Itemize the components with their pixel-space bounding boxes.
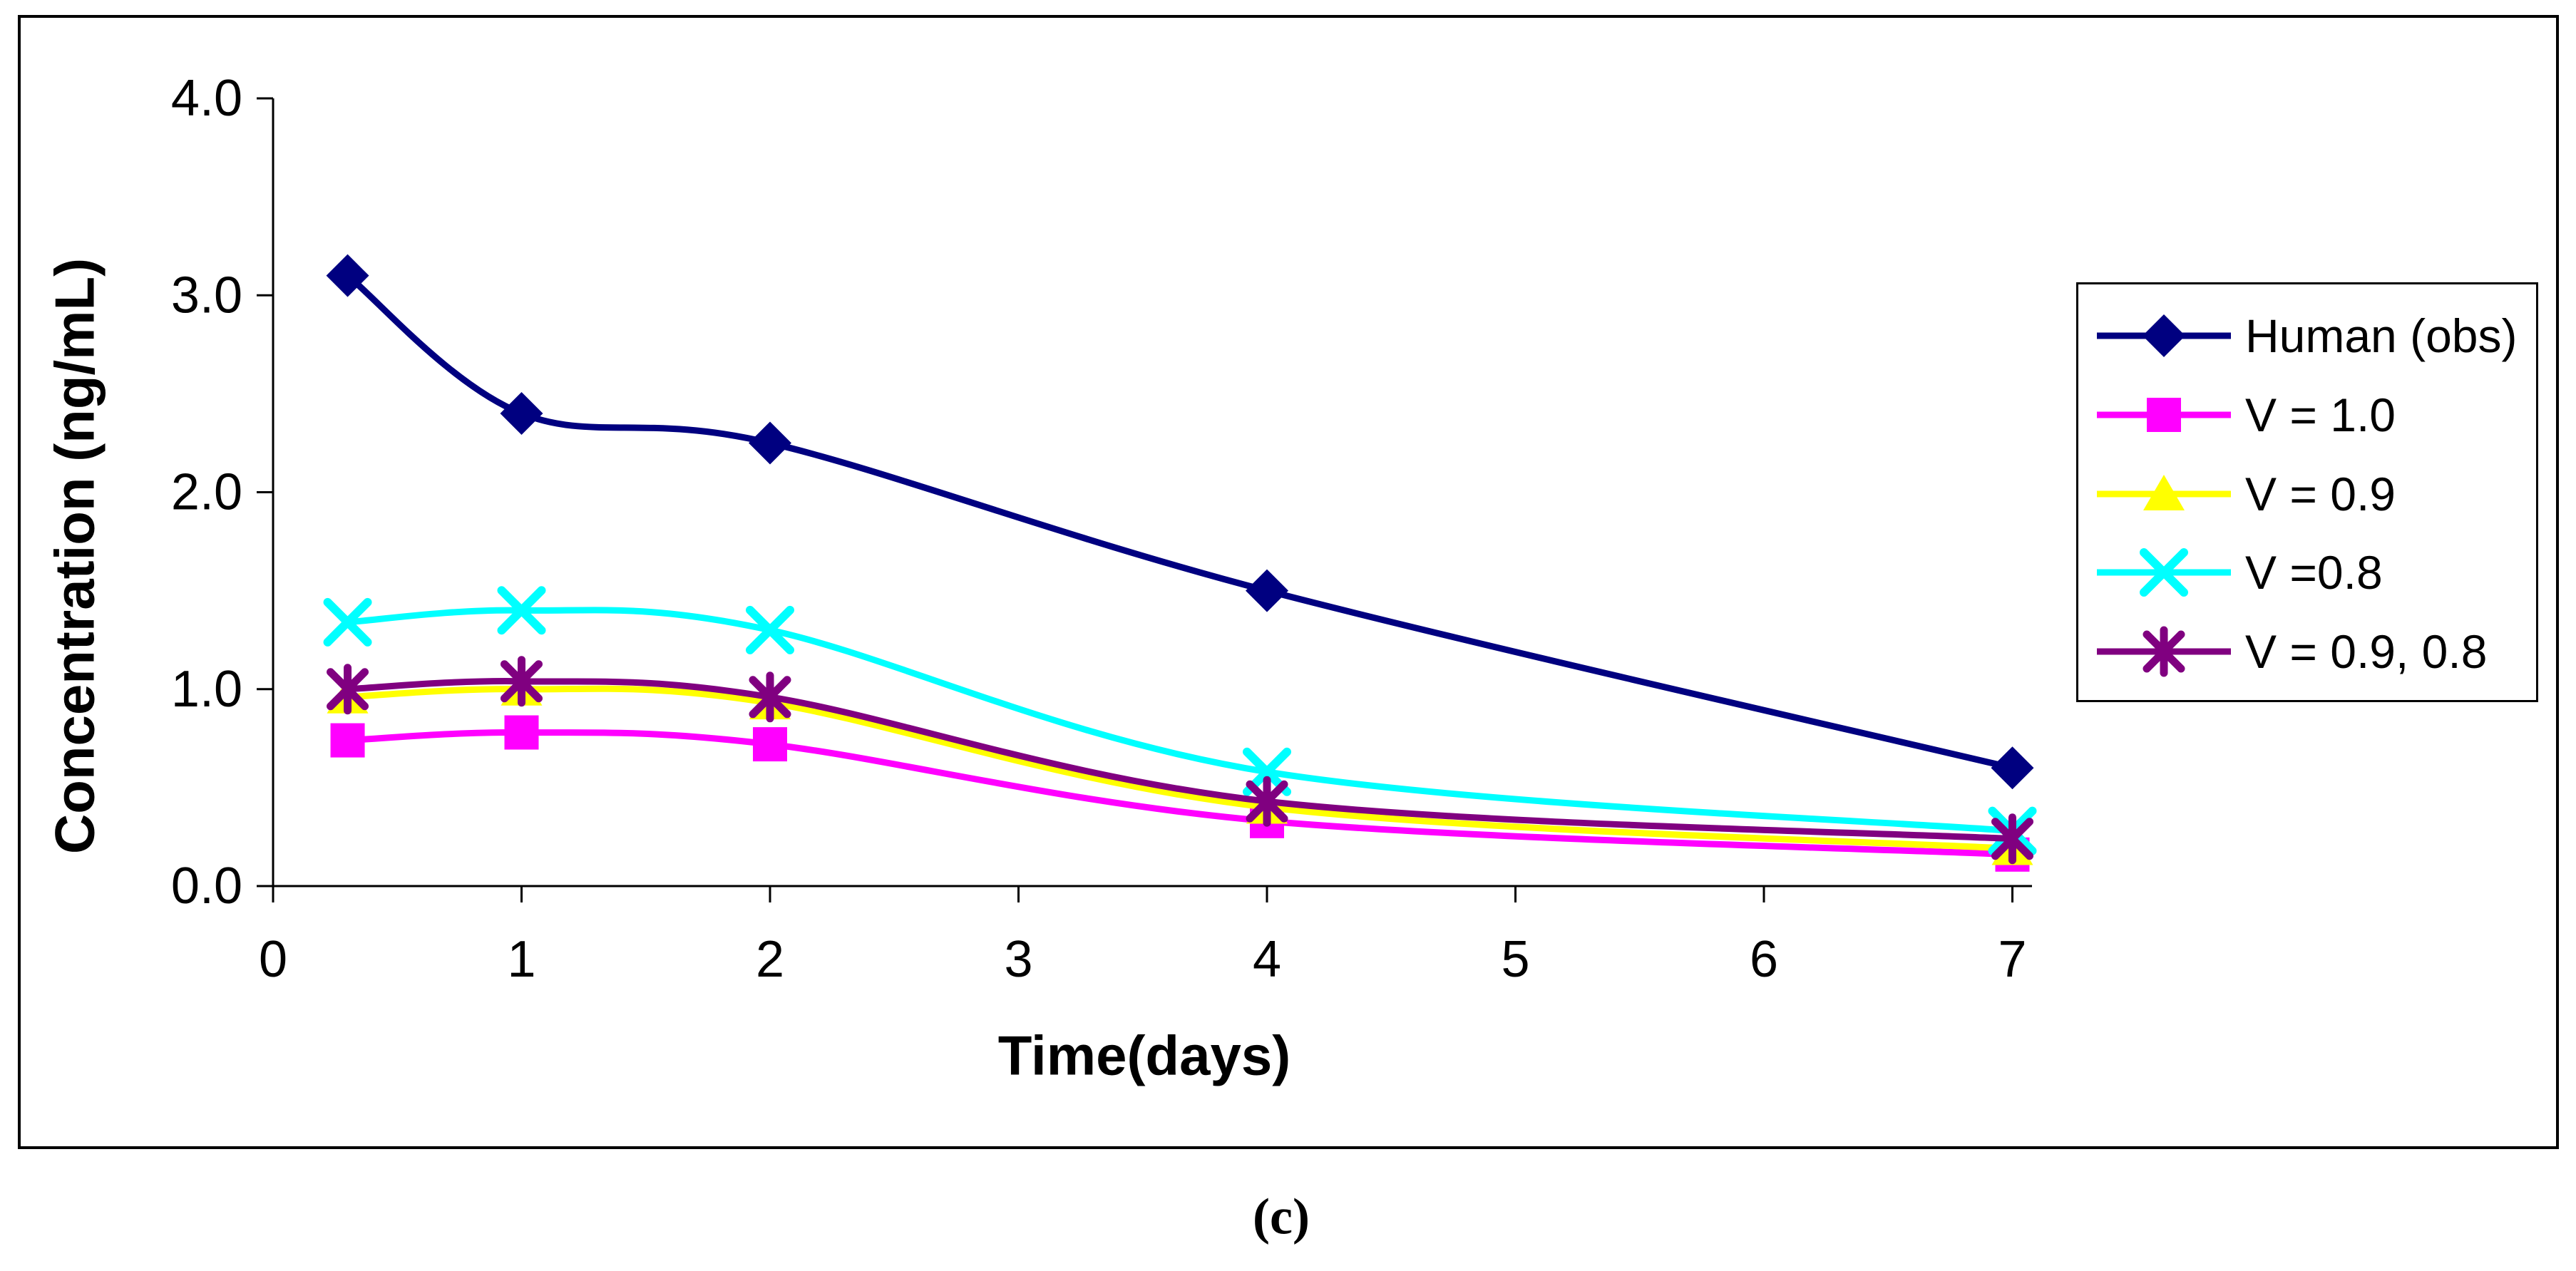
asterisk-marker [327, 664, 369, 715]
asterisk-marker [1991, 813, 2033, 865]
legend-item-label: V = 0.9, 0.8 [2245, 625, 2488, 678]
diamond-marker [749, 421, 791, 465]
diamond-marker [2143, 314, 2185, 357]
asterisk-marker [749, 671, 791, 723]
asterisk-marker [2143, 626, 2185, 677]
legend-item: V = 0.9 [2093, 464, 2532, 524]
series-line-human-obs- [344, 272, 2016, 771]
legend-marker-asterisk [2097, 626, 2231, 677]
x-marker [323, 597, 372, 647]
legend-marker-square [2097, 397, 2231, 432]
diamond-marker [1991, 746, 2034, 790]
x-marker [2140, 548, 2188, 597]
x-marker [746, 605, 794, 654]
legend-marker-triangle [2097, 474, 2231, 510]
y-tick-label: 3.0 [171, 267, 242, 324]
legend-box: Human (obs) V = 1.0 V = 0.9 V =0.8 V = 0… [2076, 282, 2538, 702]
legend-item-label: V = 1.0 [2245, 388, 2396, 441]
legend-marker-x [2097, 548, 2231, 597]
x-tick-label: 5 [1501, 931, 1529, 988]
y-tick-label: 0.0 [171, 858, 242, 915]
y-tick-label: 4.0 [171, 70, 242, 127]
legend-item: V =0.8 [2093, 542, 2532, 602]
legend-item-label: Human (obs) [2245, 309, 2518, 362]
legend-item: V = 0.9, 0.8 [2093, 622, 2532, 681]
square-marker [2147, 397, 2181, 432]
legend-item-label: V =0.8 [2245, 546, 2383, 600]
asterisk-marker [1246, 776, 1288, 827]
x-tick-label: 6 [1750, 931, 1778, 988]
triangle-marker [2143, 474, 2185, 510]
diamond-marker [500, 392, 543, 435]
x-tick-label: 0 [259, 931, 287, 988]
y-tick-label: 2.0 [171, 464, 242, 521]
square-marker [753, 727, 787, 762]
y-axis-title: Concentration (ng/mL) [43, 257, 106, 855]
legend-item: Human (obs) [2093, 306, 2532, 366]
x-tick-label: 4 [1253, 931, 1281, 988]
diamond-marker [1246, 569, 1288, 612]
square-marker [504, 715, 539, 750]
asterisk-marker [501, 656, 543, 707]
figure-caption: (c) [1253, 1188, 1310, 1245]
legend-item-label: V = 0.9 [2245, 467, 2396, 520]
y-tick-label: 1.0 [171, 661, 242, 718]
x-axis-title: Time(days) [997, 1024, 1291, 1087]
x-tick-label: 2 [756, 931, 784, 988]
x-tick-label: 3 [1004, 931, 1032, 988]
x-marker [497, 586, 546, 635]
square-marker [330, 723, 365, 758]
legend-item: V = 1.0 [2093, 385, 2532, 445]
diamond-marker [326, 254, 369, 297]
x-tick-label: 7 [1998, 931, 2026, 988]
legend-marker-diamond [2097, 314, 2231, 357]
x-tick-label: 1 [507, 931, 535, 988]
